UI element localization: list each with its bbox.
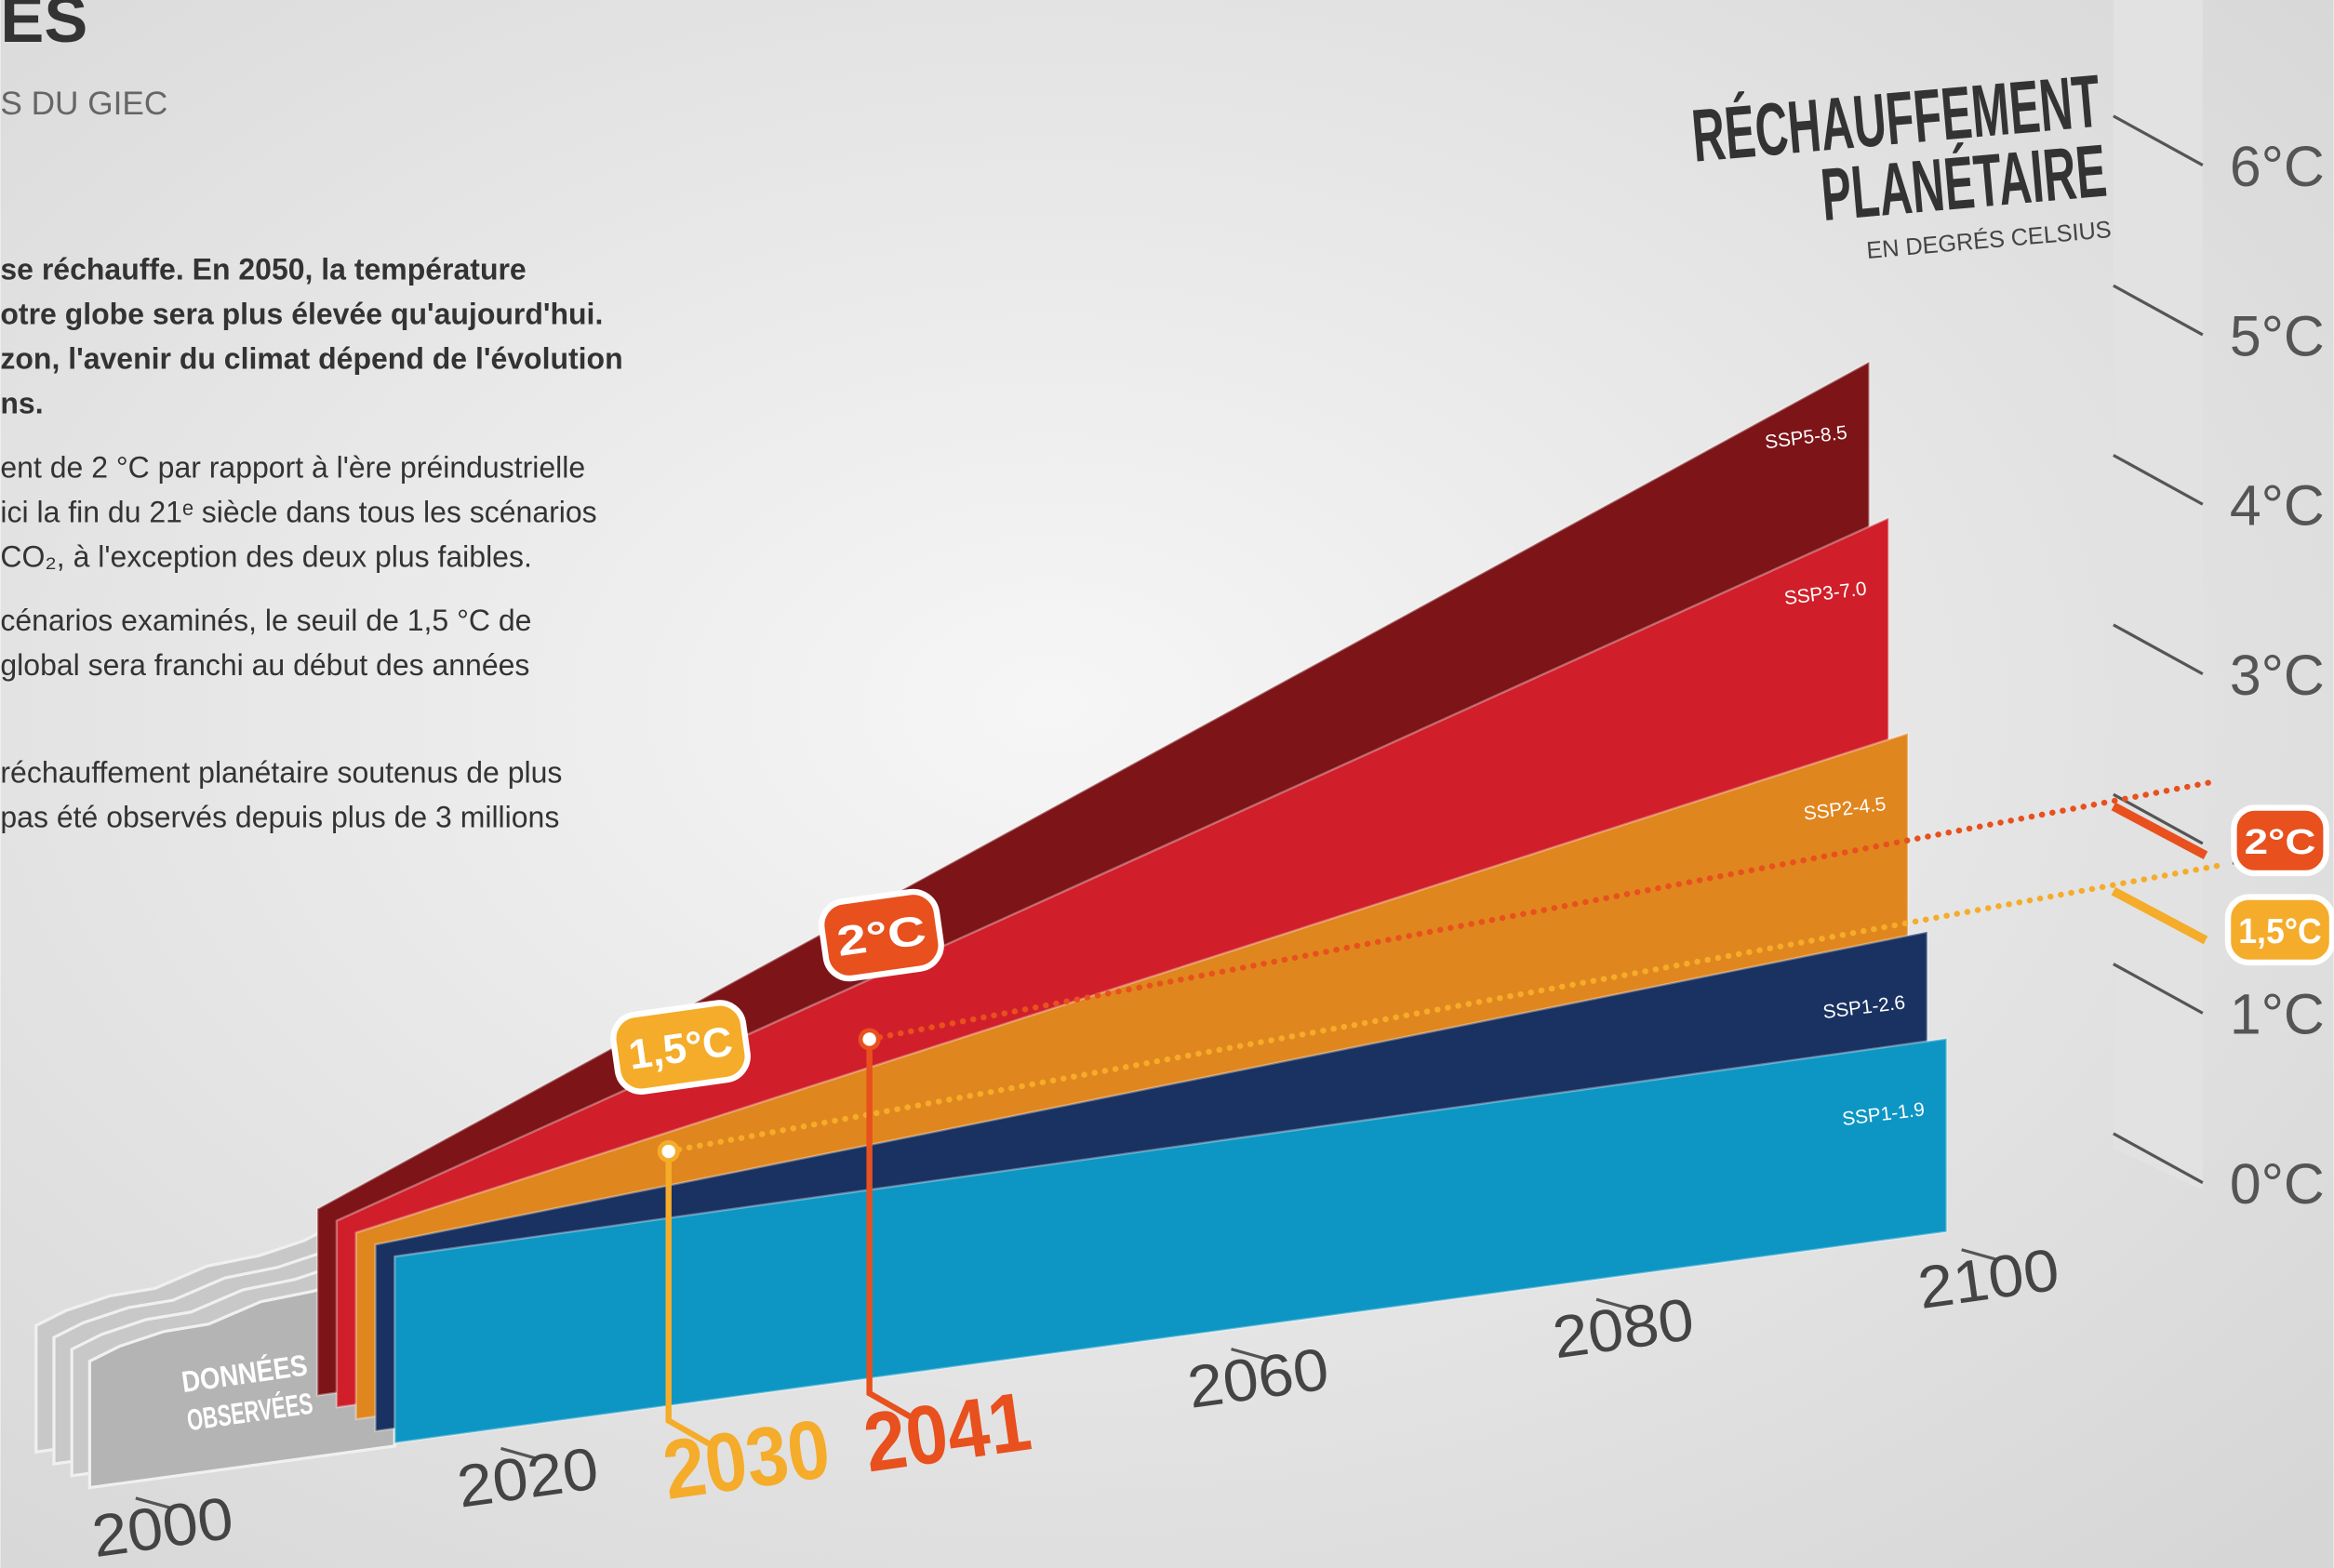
x-tick xyxy=(135,1496,174,1510)
threshold-badge: 1,5°C xyxy=(610,1000,751,1095)
threshold-year: 2030 xyxy=(658,1402,835,1517)
threshold-year: 2041 xyxy=(859,1374,1036,1489)
x-tick xyxy=(500,1446,539,1461)
y-tick-label: 6°C xyxy=(2230,135,2325,198)
y-tick-label: 3°C xyxy=(2230,644,2325,707)
x-tick xyxy=(1231,1348,1269,1362)
y-tick-label: 5°C xyxy=(2230,304,2325,367)
y-tick xyxy=(2113,454,2204,506)
intro-text: se réchauffe. En 2050, la température xyxy=(0,253,526,286)
intro-text: ici la fin du 21ᵉ siècle dans tous les s… xyxy=(0,495,596,528)
threshold-wall-line xyxy=(2111,802,2208,860)
y-tick xyxy=(2113,284,2204,337)
intro-text: global sera franchi au début des années xyxy=(0,648,529,682)
y-tick-label: 1°C xyxy=(2230,983,2325,1046)
x-tick xyxy=(1961,1248,2000,1262)
intro-text: ent de 2 °C par rapport à l'ère préindus… xyxy=(0,450,585,484)
threshold-drop-line xyxy=(866,1039,913,1420)
threshold-point xyxy=(657,1140,680,1163)
badge-label: 1,5°C xyxy=(2238,911,2322,951)
intro-subtitle: S DU GIEC xyxy=(0,86,167,122)
y-tick xyxy=(2113,963,2204,1015)
intro-text: CO₂, à l'exception des deux plus faibles… xyxy=(0,539,531,573)
axis-wall xyxy=(2113,0,2203,1190)
intro-text: réchauffement planétaire soutenus de plu… xyxy=(0,755,562,789)
x-tick xyxy=(1595,1297,1634,1311)
intro-text: pas été observés depuis plus de 3 millio… xyxy=(0,800,559,833)
y-tick xyxy=(2113,114,2204,166)
intro-text: cénarios examinés, le seuil de 1,5 °C de xyxy=(0,604,531,637)
y-tick-label: 4°C xyxy=(2230,474,2325,538)
intro-text: ns. xyxy=(0,387,43,420)
threshold-wall-line xyxy=(2111,886,2208,945)
badge-box xyxy=(818,888,944,982)
y-tick xyxy=(2113,792,2204,845)
threshold-drop-line xyxy=(665,1151,713,1447)
y-tick xyxy=(2113,623,2204,676)
threshold-badge: 2°C xyxy=(818,888,944,982)
threshold-dotted-line xyxy=(665,862,2221,1155)
intro-title: ES xyxy=(0,0,87,56)
intro-text: zon, l'avenir du climat dépend de l'évol… xyxy=(0,342,622,376)
series-area xyxy=(393,1037,1948,1445)
threshold-point xyxy=(858,1028,881,1051)
intro-text: otre globe sera plus élevée qu'aujourd'h… xyxy=(0,298,603,331)
y-tick xyxy=(2113,1132,2204,1185)
badge-label: 2°C xyxy=(2245,822,2316,862)
y-tick-label: 0°C xyxy=(2230,1152,2325,1216)
threshold-dotted-line xyxy=(866,777,2221,1043)
badge-box xyxy=(610,1000,751,1095)
badge-box xyxy=(2224,894,2334,966)
badge-box xyxy=(2231,804,2329,877)
